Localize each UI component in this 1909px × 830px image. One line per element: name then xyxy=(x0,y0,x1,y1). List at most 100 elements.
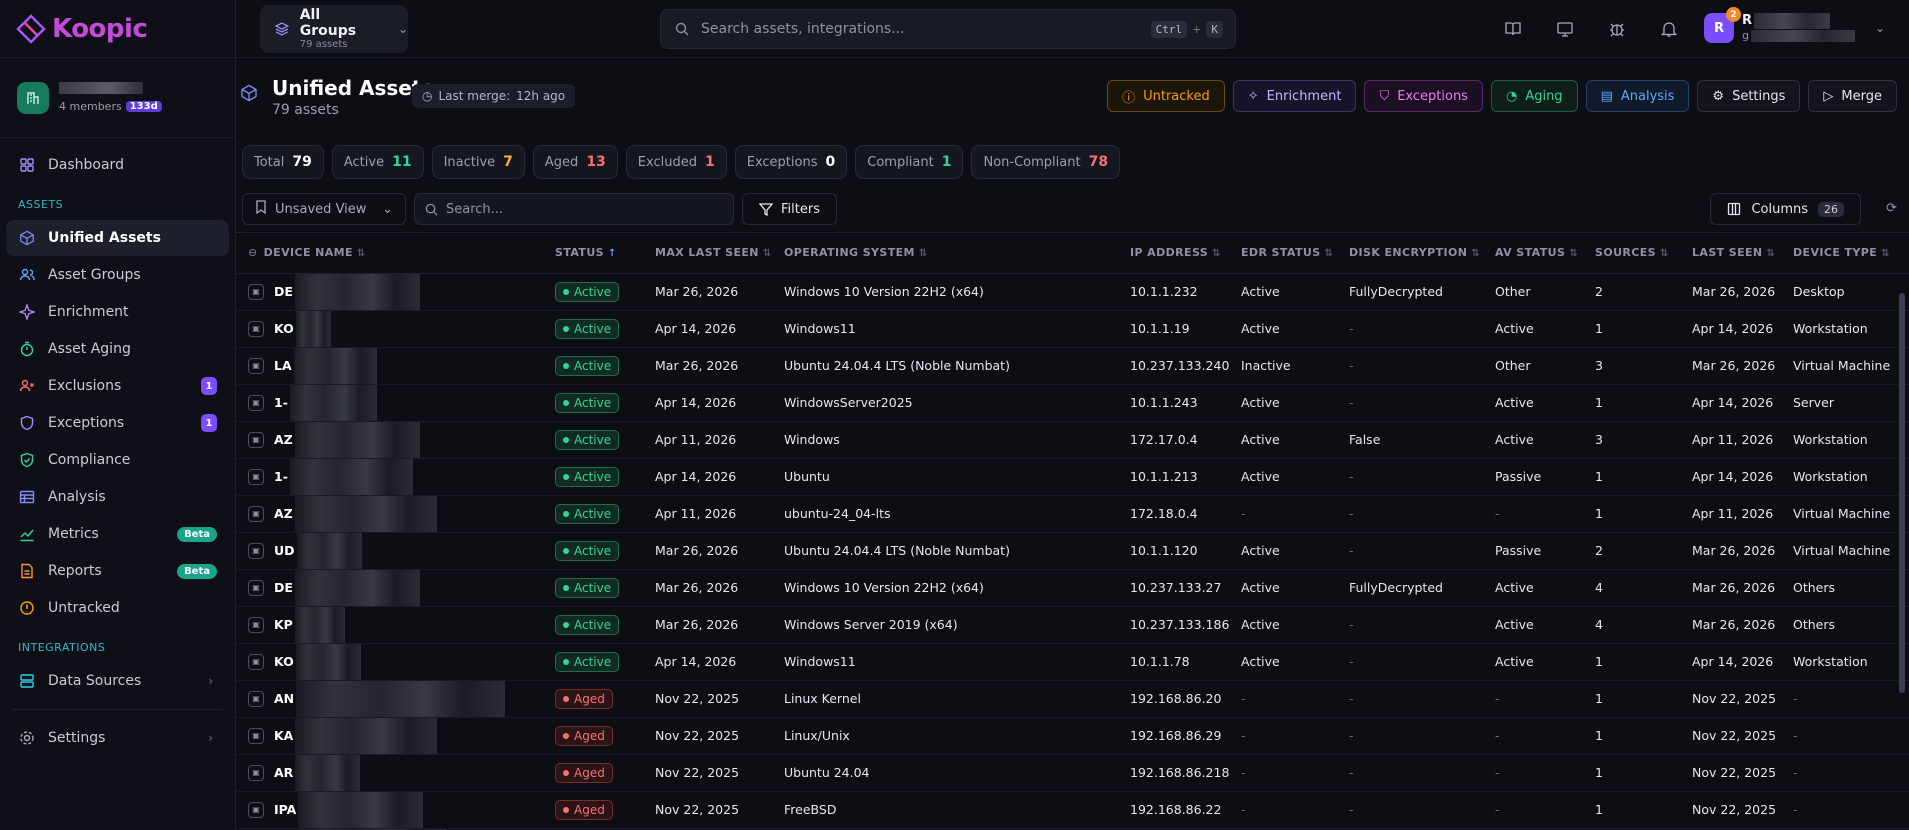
table-row[interactable]: ▣ AN Aged Nov 22, 2025 Linux Kernel 192.168.8… xyxy=(236,680,1909,718)
sidebar-item-compliance[interactable]: Compliance xyxy=(6,442,229,478)
device-name-cell[interactable]: ▣ AZ xyxy=(236,495,543,533)
table-search-input[interactable]: Search... xyxy=(414,193,734,225)
sidebar-item-data-sources[interactable]: Data Sources › xyxy=(6,663,229,699)
stat-non-compliant[interactable]: Non-Compliant 78 xyxy=(971,145,1121,179)
stat-exceptions[interactable]: Exceptions 0 xyxy=(734,145,848,179)
settings-button[interactable]: ⚙ Settings xyxy=(1697,80,1801,112)
sidebar-item-metrics[interactable]: Metrics Beta xyxy=(6,516,229,552)
sidebar-item-untracked[interactable]: Untracked xyxy=(6,590,229,626)
table-row[interactable]: ▣ LA Active Mar 26, 2026 Ubuntu 24.04.4 LTS … xyxy=(236,347,1909,385)
sidebar-item-unified-assets[interactable]: Unified Assets xyxy=(6,220,229,256)
bell-icon[interactable] xyxy=(1655,15,1683,43)
sidebar-item-exclusions[interactable]: Exclusions 1 xyxy=(6,368,229,404)
device-name-cell[interactable]: ▣GA xyxy=(236,828,543,830)
device-name-cell[interactable]: ▣ KA xyxy=(236,717,543,755)
stat-active[interactable]: Active 11 xyxy=(331,145,424,179)
sidebar-item-exceptions[interactable]: Exceptions 1 xyxy=(6,405,229,441)
stat-aged[interactable]: Aged 13 xyxy=(532,145,618,179)
vertical-scrollbar[interactable] xyxy=(1899,293,1905,693)
sidebar-nav: Dashboard ASSETS Unified Assets Asset Gro… xyxy=(0,138,235,765)
table-cell: 10.1.1.213 xyxy=(1118,458,1229,496)
table-cell: Active xyxy=(1229,569,1337,607)
device-name-cell[interactable]: ▣ DE xyxy=(236,273,543,311)
column-header[interactable]: OPERATING SYSTEM ⇅ xyxy=(772,233,1118,274)
table-row[interactable]: ▣ KP Active Mar 26, 2026 Windows Server 2019… xyxy=(236,606,1909,644)
sidebar-item-analysis[interactable]: Analysis xyxy=(6,479,229,515)
checkbox-icon[interactable]: ⊖ xyxy=(248,246,258,260)
device-name-cell[interactable]: ▣ AR xyxy=(236,754,543,792)
column-header[interactable]: IP ADDRESS ⇅ xyxy=(1118,233,1229,274)
column-header[interactable]: AV STATUS ⇅ xyxy=(1483,233,1583,274)
table-row[interactable]: ▣ IPA Aged Nov 22, 2025 FreeBSD 192.168.86.22… xyxy=(236,791,1909,829)
stat-inactive[interactable]: Inactive 7 xyxy=(431,145,525,179)
sidebar-item-asset-aging[interactable]: Asset Aging xyxy=(6,331,229,367)
device-name-cell[interactable]: ▣ 1- xyxy=(236,458,543,496)
table-cell: Linux Kernel xyxy=(772,680,1118,718)
analysis-button[interactable]: ▤ Analysis xyxy=(1585,80,1690,112)
column-header[interactable]: ⊖ DEVICE NAME ⇅ xyxy=(236,233,543,274)
filters-button[interactable]: Filters xyxy=(742,193,837,225)
sidebar-item-dashboard[interactable]: Dashboard xyxy=(6,147,229,183)
stat-excluded[interactable]: Excluded 1 xyxy=(625,145,727,179)
device-name-cell[interactable]: ▣ DE xyxy=(236,569,543,607)
enrichment-button[interactable]: ✧ Enrichment xyxy=(1232,80,1357,112)
table-cell: - xyxy=(1337,754,1483,792)
device-name-cell[interactable]: ▣ UD xyxy=(236,532,543,570)
monitor-icon[interactable] xyxy=(1551,15,1579,43)
device-name-cell[interactable]: ▣ KP xyxy=(236,606,543,644)
device-name-cell[interactable]: ▣ AZ xyxy=(236,421,543,459)
exceptions-button[interactable]: ⛉ Exceptions xyxy=(1364,80,1483,112)
org-switcher[interactable]: 4 members 133d xyxy=(0,58,235,138)
table-row[interactable]: ▣ AZ Active Apr 11, 2026 Windows 172.17.0.4 Ac… xyxy=(236,421,1909,459)
untracked-button[interactable]: ⓘ Untracked xyxy=(1107,80,1225,112)
column-header[interactable]: DISK ENCRYPTION ⇅ xyxy=(1337,233,1483,274)
group-selector[interactable]: All Groups 79 assets ⌄ xyxy=(260,4,408,53)
table-row[interactable]: ▣ KO Active Apr 14, 2026 Windows11 10.1.1.19 A… xyxy=(236,310,1909,348)
table-row[interactable]: ▣ KA Aged Nov 22, 2025 Linux/Unix 192.168.86.… xyxy=(236,717,1909,755)
stat-total[interactable]: Total 79 xyxy=(242,145,324,179)
table-row[interactable]: ▣ KO Active Apr 14, 2026 Windows11 10.1.1.78 A… xyxy=(236,643,1909,681)
table-row[interactable]: ▣ DE Active Mar 26, 2026 Windows 10 Version … xyxy=(236,569,1909,607)
table-row[interactable]: ▣ DE Active Mar 26, 2026 Windows 10 Version … xyxy=(236,273,1909,311)
device-name-cell[interactable]: ▣ KO xyxy=(236,310,543,348)
table-row[interactable]: ▣ 1- Active Apr 14, 2026 WindowsServer2025 10… xyxy=(236,384,1909,422)
table-row[interactable]: ▣ AR Aged Nov 22, 2025 Ubuntu 24.04 192.168.8… xyxy=(236,754,1909,792)
refresh-icon[interactable]: ⟳ xyxy=(1886,201,1897,216)
status-text: Aged xyxy=(574,802,605,817)
aging-button[interactable]: ◔ Aging xyxy=(1490,80,1578,112)
table-row[interactable]: ▣GAAgedNov 22, 2025-192.168.86.30---1Nov… xyxy=(236,828,1909,830)
device-icon: ▣ xyxy=(248,468,264,485)
stat-compliant[interactable]: Compliant 1 xyxy=(855,145,964,179)
column-header[interactable]: MAX LAST SEEN ⇅ xyxy=(643,233,772,274)
column-header[interactable]: LAST SEEN ⇅ xyxy=(1680,233,1781,274)
column-header[interactable]: EDR STATUS ⇅ xyxy=(1229,233,1337,274)
device-name-cell[interactable]: ▣ AN xyxy=(236,680,543,718)
brand-logo[interactable]: Koopic xyxy=(0,0,235,58)
table-cell: Mar 26, 2026 xyxy=(1680,606,1781,644)
global-search-input[interactable]: Search assets, integrations... Ctrl + K xyxy=(660,9,1236,49)
columns-button[interactable]: Columns 26 xyxy=(1710,193,1861,225)
user-menu[interactable]: R 2 R g ⌄ xyxy=(1704,7,1885,43)
sidebar-item-enrichment[interactable]: Enrichment xyxy=(6,294,229,330)
view-selector[interactable]: Unsaved View ⌄ xyxy=(242,193,406,225)
merge-button[interactable]: ▷ Merge xyxy=(1808,80,1897,112)
table-row[interactable]: ▣ AZ Active Apr 11, 2026 ubuntu-24_04-lts 172… xyxy=(236,495,1909,533)
sidebar-item-asset-groups[interactable]: Asset Groups xyxy=(6,257,229,293)
table-search-placeholder: Search... xyxy=(446,201,504,217)
bug-icon[interactable] xyxy=(1603,15,1631,43)
shield-icon: ⛉ xyxy=(1379,88,1390,104)
device-name-cell[interactable]: ▣ KO xyxy=(236,643,543,681)
sidebar-item-settings[interactable]: Settings › xyxy=(6,720,229,756)
device-name-cell[interactable]: ▣ LA xyxy=(236,347,543,385)
device-name-cell[interactable]: ▣ 1- xyxy=(236,384,543,422)
book-icon[interactable] xyxy=(1499,15,1527,43)
sidebar-item-reports[interactable]: Reports Beta xyxy=(6,553,229,589)
table-row[interactable]: ▣ UD Active Mar 26, 2026 Ubuntu 24.04.4 LTS … xyxy=(236,532,1909,570)
column-header[interactable]: SOURCES ⇅ xyxy=(1583,233,1680,274)
table-row[interactable]: ▣ 1- Active Apr 14, 2026 Ubuntu 10.1.1.213 Act… xyxy=(236,458,1909,496)
column-header[interactable]: STATUS ↑ xyxy=(543,233,643,274)
table-cell: - xyxy=(1229,828,1337,830)
shield-icon xyxy=(18,414,36,432)
column-header[interactable]: DEVICE TYPE ⇅ xyxy=(1781,233,1909,274)
device-name-cell[interactable]: ▣ IPA xyxy=(236,791,543,829)
